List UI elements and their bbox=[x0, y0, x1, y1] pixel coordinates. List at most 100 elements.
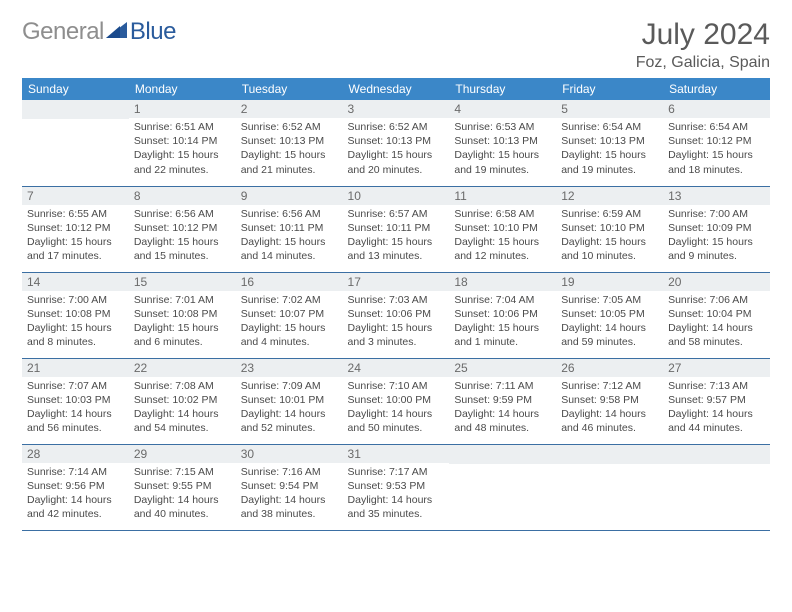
day-line: Sunrise: 6:52 AM bbox=[241, 120, 338, 134]
day-line: Sunset: 10:13 PM bbox=[561, 134, 658, 148]
day-line: Daylight: 14 hours bbox=[27, 493, 124, 507]
day-line: Sunset: 10:06 PM bbox=[348, 307, 445, 321]
day-line: Sunrise: 7:12 AM bbox=[561, 379, 658, 393]
day-line: and 14 minutes. bbox=[241, 249, 338, 263]
day-line: Daylight: 15 hours bbox=[454, 235, 551, 249]
day-line: Sunset: 9:55 PM bbox=[134, 479, 231, 493]
location-text: Foz, Galicia, Spain bbox=[636, 54, 770, 72]
day-content: Sunrise: 7:14 AMSunset: 9:56 PMDaylight:… bbox=[22, 463, 129, 526]
day-line: Sunset: 9:54 PM bbox=[241, 479, 338, 493]
day-line: and 3 minutes. bbox=[348, 335, 445, 349]
day-number: 25 bbox=[449, 359, 556, 377]
day-line: Sunset: 10:07 PM bbox=[241, 307, 338, 321]
day-number: 13 bbox=[663, 187, 770, 205]
day-line: Sunrise: 7:15 AM bbox=[134, 465, 231, 479]
day-line: Sunrise: 7:13 AM bbox=[668, 379, 765, 393]
calendar-day-cell: 7Sunrise: 6:55 AMSunset: 10:12 PMDayligh… bbox=[22, 186, 129, 272]
day-line: Sunrise: 7:00 AM bbox=[27, 293, 124, 307]
day-content: Sunrise: 6:55 AMSunset: 10:12 PMDaylight… bbox=[22, 205, 129, 268]
calendar-week-row: 14Sunrise: 7:00 AMSunset: 10:08 PMDaylig… bbox=[22, 272, 770, 358]
day-line: Sunrise: 7:00 AM bbox=[668, 207, 765, 221]
calendar-day-cell bbox=[22, 100, 129, 186]
day-content: Sunrise: 7:03 AMSunset: 10:06 PMDaylight… bbox=[343, 291, 450, 354]
day-line: Sunset: 10:09 PM bbox=[668, 221, 765, 235]
day-line: Daylight: 15 hours bbox=[668, 235, 765, 249]
day-number: 8 bbox=[129, 187, 236, 205]
brand-text-blue: Blue bbox=[130, 18, 176, 46]
day-line: Sunrise: 6:56 AM bbox=[241, 207, 338, 221]
day-line: Sunrise: 7:11 AM bbox=[454, 379, 551, 393]
day-line: Daylight: 14 hours bbox=[668, 407, 765, 421]
day-content: Sunrise: 7:07 AMSunset: 10:03 PMDaylight… bbox=[22, 377, 129, 440]
day-content: Sunrise: 7:02 AMSunset: 10:07 PMDaylight… bbox=[236, 291, 343, 354]
day-number: 4 bbox=[449, 100, 556, 118]
day-line: Daylight: 14 hours bbox=[668, 321, 765, 335]
calendar-day-cell: 18Sunrise: 7:04 AMSunset: 10:06 PMDaylig… bbox=[449, 272, 556, 358]
day-line: and 19 minutes. bbox=[454, 163, 551, 177]
calendar-day-cell: 10Sunrise: 6:57 AMSunset: 10:11 PMDaylig… bbox=[343, 186, 450, 272]
brand-text-gray: General bbox=[22, 18, 104, 46]
day-line: and 54 minutes. bbox=[134, 421, 231, 435]
day-number: 1 bbox=[129, 100, 236, 118]
calendar-day-cell: 16Sunrise: 7:02 AMSunset: 10:07 PMDaylig… bbox=[236, 272, 343, 358]
day-line: Sunset: 10:12 PM bbox=[134, 221, 231, 235]
day-line: and 35 minutes. bbox=[348, 507, 445, 521]
day-content: Sunrise: 7:12 AMSunset: 9:58 PMDaylight:… bbox=[556, 377, 663, 440]
day-line: Sunset: 10:10 PM bbox=[454, 221, 551, 235]
calendar-day-cell: 6Sunrise: 6:54 AMSunset: 10:12 PMDayligh… bbox=[663, 100, 770, 186]
day-content: Sunrise: 7:09 AMSunset: 10:01 PMDaylight… bbox=[236, 377, 343, 440]
calendar-day-cell: 12Sunrise: 6:59 AMSunset: 10:10 PMDaylig… bbox=[556, 186, 663, 272]
calendar-day-cell: 17Sunrise: 7:03 AMSunset: 10:06 PMDaylig… bbox=[343, 272, 450, 358]
empty-day-header bbox=[22, 100, 129, 119]
page-header: General Blue July 2024 Foz, Galicia, Spa… bbox=[22, 18, 770, 72]
day-line: Sunrise: 7:09 AM bbox=[241, 379, 338, 393]
day-number: 23 bbox=[236, 359, 343, 377]
day-line: Sunset: 9:59 PM bbox=[454, 393, 551, 407]
day-line: and 42 minutes. bbox=[27, 507, 124, 521]
day-content: Sunrise: 6:54 AMSunset: 10:13 PMDaylight… bbox=[556, 118, 663, 181]
day-number: 24 bbox=[343, 359, 450, 377]
day-line: Daylight: 15 hours bbox=[27, 321, 124, 335]
day-line: Sunset: 10:12 PM bbox=[668, 134, 765, 148]
calendar-day-cell: 23Sunrise: 7:09 AMSunset: 10:01 PMDaylig… bbox=[236, 358, 343, 444]
day-content: Sunrise: 6:57 AMSunset: 10:11 PMDaylight… bbox=[343, 205, 450, 268]
day-number: 30 bbox=[236, 445, 343, 463]
weekday-header: Wednesday bbox=[343, 78, 450, 100]
day-line: Daylight: 15 hours bbox=[241, 148, 338, 162]
day-number: 27 bbox=[663, 359, 770, 377]
day-content: Sunrise: 7:01 AMSunset: 10:08 PMDaylight… bbox=[129, 291, 236, 354]
day-line: Daylight: 15 hours bbox=[348, 321, 445, 335]
weekday-header: Friday bbox=[556, 78, 663, 100]
day-content: Sunrise: 7:08 AMSunset: 10:02 PMDaylight… bbox=[129, 377, 236, 440]
calendar-day-cell: 26Sunrise: 7:12 AMSunset: 9:58 PMDayligh… bbox=[556, 358, 663, 444]
day-number: 19 bbox=[556, 273, 663, 291]
day-content: Sunrise: 6:52 AMSunset: 10:13 PMDaylight… bbox=[343, 118, 450, 181]
day-line: and 21 minutes. bbox=[241, 163, 338, 177]
day-line: and 38 minutes. bbox=[241, 507, 338, 521]
day-line: and 19 minutes. bbox=[561, 163, 658, 177]
day-line: Sunrise: 6:52 AM bbox=[348, 120, 445, 134]
calendar-day-cell: 4Sunrise: 6:53 AMSunset: 10:13 PMDayligh… bbox=[449, 100, 556, 186]
day-line: Sunrise: 7:02 AM bbox=[241, 293, 338, 307]
day-line: Sunset: 10:06 PM bbox=[454, 307, 551, 321]
day-line: Daylight: 15 hours bbox=[561, 148, 658, 162]
day-line: Sunrise: 6:54 AM bbox=[561, 120, 658, 134]
day-line: Sunset: 9:53 PM bbox=[348, 479, 445, 493]
day-line: Daylight: 15 hours bbox=[241, 235, 338, 249]
day-content: Sunrise: 6:59 AMSunset: 10:10 PMDaylight… bbox=[556, 205, 663, 268]
day-line: Sunset: 10:01 PM bbox=[241, 393, 338, 407]
day-line: Sunset: 10:13 PM bbox=[348, 134, 445, 148]
day-line: Sunrise: 6:55 AM bbox=[27, 207, 124, 221]
calendar-week-row: 21Sunrise: 7:07 AMSunset: 10:03 PMDaylig… bbox=[22, 358, 770, 444]
day-content: Sunrise: 7:13 AMSunset: 9:57 PMDaylight:… bbox=[663, 377, 770, 440]
calendar-day-cell bbox=[449, 444, 556, 530]
day-line: and 1 minute. bbox=[454, 335, 551, 349]
day-line: and 50 minutes. bbox=[348, 421, 445, 435]
calendar-day-cell: 20Sunrise: 7:06 AMSunset: 10:04 PMDaylig… bbox=[663, 272, 770, 358]
day-line: Sunset: 10:13 PM bbox=[241, 134, 338, 148]
day-line: Daylight: 14 hours bbox=[134, 407, 231, 421]
day-number: 22 bbox=[129, 359, 236, 377]
calendar-day-cell: 15Sunrise: 7:01 AMSunset: 10:08 PMDaylig… bbox=[129, 272, 236, 358]
day-line: Sunrise: 6:58 AM bbox=[454, 207, 551, 221]
day-line: Sunrise: 6:59 AM bbox=[561, 207, 658, 221]
